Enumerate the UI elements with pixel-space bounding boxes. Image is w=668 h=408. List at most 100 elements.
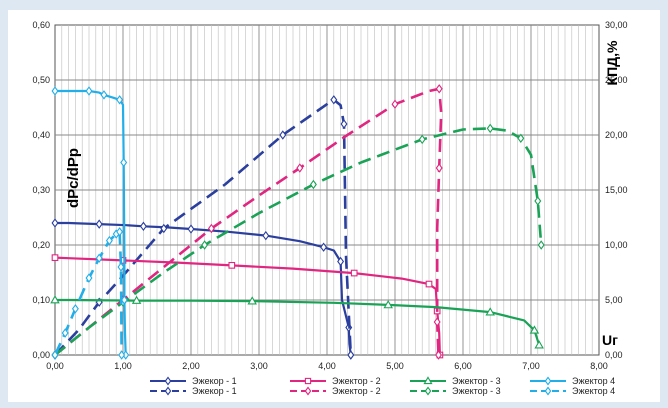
- series-8: [51, 227, 126, 360]
- y-right-tick-label: 0,00: [605, 350, 623, 360]
- x-tick-label: 1,00: [114, 361, 132, 371]
- x-tick-label: 7,00: [522, 361, 540, 371]
- data-point: [435, 163, 443, 173]
- data-point: [485, 307, 495, 316]
- legend-label: Эжектор - 2: [332, 376, 381, 386]
- data-point: [537, 240, 545, 250]
- data-point: [534, 340, 544, 349]
- legend-item: Эжектор - 2: [290, 376, 381, 386]
- data-point: [350, 269, 358, 277]
- data-point: [418, 134, 426, 145]
- data-point: [85, 86, 93, 96]
- data-point: [131, 295, 142, 304]
- data-point: [534, 196, 542, 206]
- legend-swatch-marker: [544, 376, 552, 386]
- data-point: [383, 300, 393, 309]
- grid: [54, 24, 600, 356]
- data-point: [187, 224, 195, 234]
- legend-item: Эжектор - 2: [290, 386, 381, 396]
- data-point: [337, 256, 345, 267]
- series-layer: [50, 84, 545, 360]
- data-point: [435, 350, 443, 360]
- legend-label: Эжектор - 2: [332, 386, 381, 396]
- data-point: [100, 90, 108, 100]
- x-tick-label: 6,00: [454, 361, 472, 371]
- legend-label: Эжекор - 1: [192, 376, 237, 386]
- data-point: [51, 218, 59, 228]
- legend-swatch-marker: [304, 377, 312, 385]
- data-point: [435, 84, 443, 94]
- data-point: [347, 350, 355, 360]
- legend-label: Эжектор 4: [572, 376, 615, 386]
- data-point: [71, 304, 79, 314]
- data-point: [207, 223, 215, 234]
- legend-label: Эжектор 4: [572, 386, 615, 396]
- data-point: [85, 273, 93, 283]
- y-axis-label-right: КПД,%: [604, 40, 620, 85]
- y-right-tick-label: 15,00: [605, 185, 628, 195]
- data-point: [120, 157, 128, 168]
- legend-label: Эжектор - 3: [452, 376, 501, 386]
- legend-item: Эжектор 4: [530, 386, 615, 396]
- data-point: [529, 325, 540, 334]
- y-left-tick-label: 0,00: [32, 350, 50, 360]
- data-point: [51, 350, 59, 360]
- data-point: [486, 123, 494, 134]
- y-right-tick-label: 20,00: [605, 130, 628, 140]
- legend-label: Эжектор - 3: [452, 386, 501, 396]
- data-point: [330, 95, 338, 105]
- legend-item: Эжекор - 1: [150, 376, 237, 386]
- data-point: [340, 119, 348, 129]
- data-point: [201, 240, 209, 250]
- legend-swatch-marker: [164, 386, 172, 396]
- y-right-tick-label: 5,00: [605, 295, 623, 305]
- data-point: [279, 130, 287, 140]
- legend-swatch-marker: [424, 386, 432, 396]
- data-point: [433, 317, 441, 327]
- y-left-tick-label: 0,30: [32, 185, 50, 195]
- y-left-tick-label: 0,60: [32, 20, 50, 30]
- y-left-tick-label: 0,50: [32, 75, 50, 85]
- y-left-tick-label: 0,40: [32, 130, 50, 140]
- legend-item: Эжекор - 1: [150, 386, 237, 396]
- legend-swatch-marker: [304, 386, 312, 396]
- x-tick-label: 8,00: [590, 361, 608, 371]
- x-axis-label: Uг: [602, 332, 618, 348]
- y-right-tick-label: 25,00: [605, 75, 628, 85]
- series-5: [50, 295, 544, 349]
- legend-label: Эжекор - 1: [192, 386, 237, 396]
- x-tick-label: 5,00: [386, 361, 404, 371]
- y-right-tick-label: 10,00: [605, 240, 628, 250]
- data-point: [51, 254, 59, 262]
- data-point: [116, 227, 124, 237]
- x-tick-label: 2,00: [182, 361, 200, 371]
- data-point: [95, 219, 103, 229]
- series-line: [54, 127, 543, 357]
- data-point: [228, 261, 236, 269]
- x-tick-label: 3,00: [250, 361, 268, 371]
- data-point: [517, 133, 525, 144]
- legend-swatch-marker: [544, 386, 552, 396]
- data-point: [425, 280, 433, 288]
- data-point: [296, 163, 304, 173]
- y-left-tick-label: 0,10: [32, 295, 50, 305]
- data-point: [139, 221, 147, 232]
- data-point: [95, 253, 103, 263]
- legend-item: Эжектор - 3: [410, 386, 501, 396]
- data-point: [262, 230, 270, 241]
- data-point: [118, 350, 126, 360]
- legend-item: Эжектор - 3: [410, 376, 501, 386]
- legend-swatch-marker: [423, 376, 433, 385]
- data-point: [61, 328, 69, 338]
- x-tick-label: 4,00: [318, 361, 336, 371]
- data-point: [117, 262, 125, 272]
- legend-item: Эжектор 4: [530, 376, 615, 386]
- data-point: [309, 179, 317, 190]
- data-point: [320, 242, 328, 252]
- y-right-tick-label: 30,00: [605, 20, 628, 30]
- data-point: [391, 99, 399, 109]
- tick-labels: 0,00 1,00 2,00 3,00 4,00 5,00 6,00 7,00 8,000,00…: [32, 20, 627, 371]
